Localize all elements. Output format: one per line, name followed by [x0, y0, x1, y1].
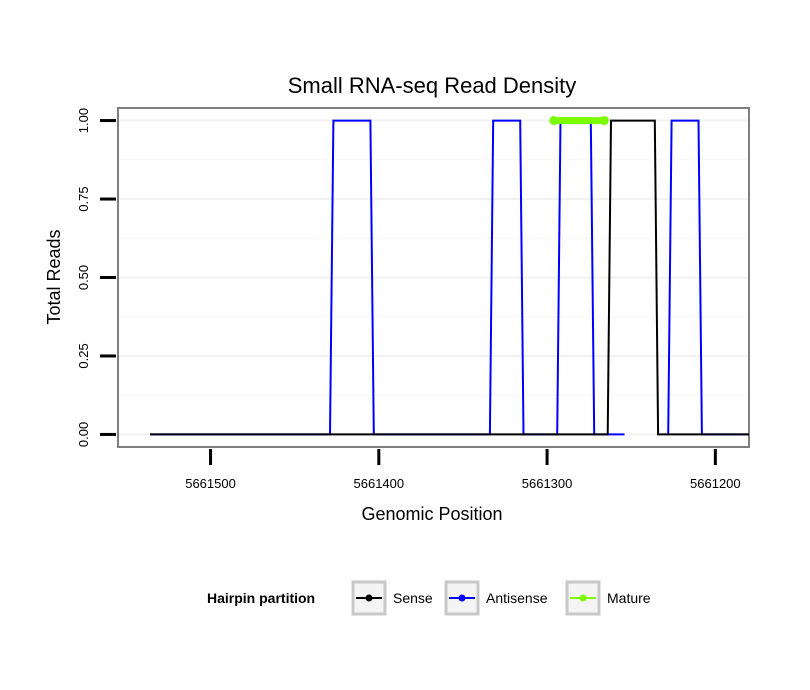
plot-panel: [117, 107, 750, 448]
legend: Hairpin partition Sense Antisense Mature: [207, 580, 651, 616]
legend-item-sense: Sense: [351, 580, 433, 616]
y-tick-label: 0.50: [76, 265, 91, 290]
series-point-mature: [599, 116, 609, 126]
y-axis-title: Total Reads: [44, 229, 64, 324]
legend-label-sense: Sense: [393, 590, 433, 606]
series-line-sense: [150, 119, 749, 436]
series-point-mature: [549, 116, 559, 126]
legend-item-antisense: Antisense: [444, 580, 548, 616]
x-tick-label: 5661200: [690, 476, 741, 491]
x-tick-label: 5661300: [522, 476, 573, 491]
series-layer: [150, 116, 749, 436]
y-tick-label: 0.00: [76, 422, 91, 447]
y-axis: 0.00 0.25 0.50 0.75 1.00: [76, 108, 116, 447]
legend-items: Sense Antisense Mature: [351, 580, 651, 616]
x-tick-label: 5661400: [354, 476, 405, 491]
x-axis: 5661500 5661400 5661300 5661200: [185, 449, 741, 491]
legend-key-point: [458, 594, 466, 602]
legend-key-point: [365, 594, 373, 602]
y-tick-label: 1.00: [76, 108, 91, 133]
legend-title: Hairpin partition: [207, 590, 315, 606]
legend-item-mature: Mature: [565, 580, 651, 616]
x-axis-title: Genomic Position: [361, 504, 502, 524]
legend-label-mature: Mature: [607, 590, 651, 606]
y-tick-label: 0.75: [76, 186, 91, 211]
chart-title: Small RNA-seq Read Density: [288, 73, 577, 98]
x-tick-label: 5661500: [185, 476, 236, 491]
y-tick-label: 0.25: [76, 343, 91, 368]
legend-key-point: [579, 594, 587, 602]
legend-label-antisense: Antisense: [486, 590, 548, 606]
